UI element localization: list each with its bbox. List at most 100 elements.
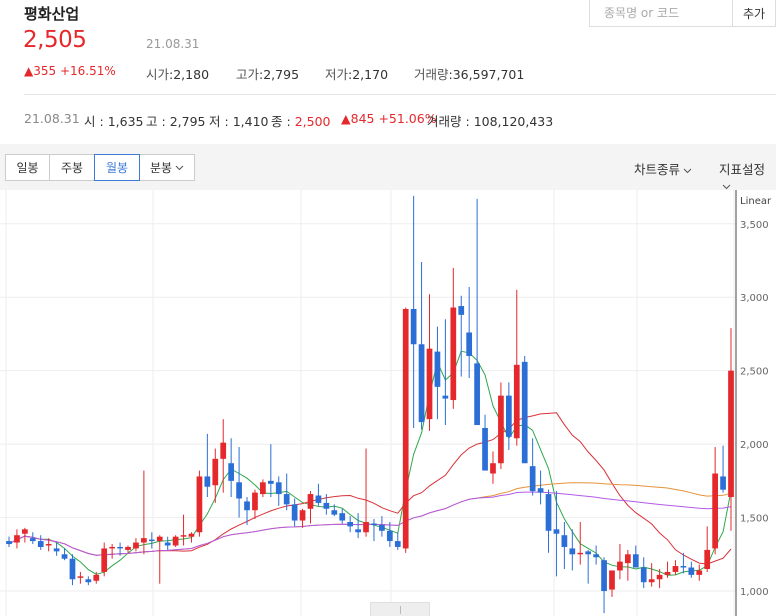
tab-daily[interactable]: 일봉 xyxy=(5,154,50,181)
chart-type-label: 차트종류 xyxy=(634,162,681,177)
candle-body xyxy=(442,395,449,399)
candle-body xyxy=(712,473,718,549)
monthly-close-label: 종 xyxy=(271,114,283,129)
candle-body xyxy=(386,530,393,542)
tab-minute[interactable]: 분봉 xyxy=(139,154,195,181)
candle-body xyxy=(22,529,28,534)
candle-body xyxy=(117,546,123,549)
candle-body xyxy=(609,570,615,590)
candle-body xyxy=(529,466,536,492)
candle-body xyxy=(466,332,473,356)
candle-body xyxy=(640,567,647,583)
candle-body xyxy=(347,521,354,527)
chart-grid xyxy=(0,190,736,616)
candle-body xyxy=(696,570,703,575)
candle-body xyxy=(315,495,322,503)
monthly-high-value: 2,795 xyxy=(169,114,206,129)
candle-body xyxy=(172,536,179,546)
candle-body xyxy=(260,482,266,495)
monthly-open-label: 시 xyxy=(84,114,96,129)
stat-volume: 거래량:36,597,701 xyxy=(414,67,525,82)
candle-body xyxy=(561,535,568,547)
monthly-open: 시 : 1,635 xyxy=(84,114,144,129)
candlestick-chart[interactable]: 3,500 3,000 2,500 2,000 1,500 1,000 Linear xyxy=(0,190,776,616)
chart-scroll-handle[interactable] xyxy=(370,602,430,616)
candle-body xyxy=(188,533,195,537)
monthly-low: 저 : 1,410 xyxy=(209,114,269,129)
candle-body xyxy=(601,560,607,592)
candle-body xyxy=(553,529,560,534)
candle-body xyxy=(498,395,504,464)
candle-body xyxy=(6,541,12,545)
price-change: ▲355 +16.51% xyxy=(24,64,116,78)
stat-open-value: 2,180 xyxy=(173,67,210,82)
candle-body xyxy=(680,566,687,568)
candle-body xyxy=(196,476,203,533)
candle-body xyxy=(490,463,496,474)
monthly-low-label: 저 xyxy=(209,114,221,129)
candle-body xyxy=(672,566,679,572)
candle-body xyxy=(632,554,639,568)
header-divider xyxy=(24,94,776,95)
monthly-high: 고 : 2,795 xyxy=(146,114,206,129)
candle-body xyxy=(220,442,227,459)
search-input[interactable] xyxy=(589,0,733,27)
candle-body xyxy=(244,501,250,511)
candle-body xyxy=(299,510,306,521)
y-tick-label: 1,500 xyxy=(740,514,769,525)
add-button[interactable]: 추가 xyxy=(733,0,776,27)
indicator-settings-dropdown[interactable]: 지표설정 xyxy=(719,159,776,193)
candle-body xyxy=(125,546,131,550)
candle-body xyxy=(394,541,401,547)
candle-body xyxy=(569,548,576,555)
candle-body xyxy=(505,395,512,437)
tab-monthly[interactable]: 월봉 xyxy=(94,154,140,181)
candle-body xyxy=(625,554,631,564)
chart-type-dropdown[interactable]: 차트종류 xyxy=(634,159,692,178)
moving-average-line xyxy=(8,350,732,576)
y-tick-label: 1,000 xyxy=(740,587,769,598)
monthly-change: ▲845 +51.06% xyxy=(341,111,437,126)
candle-body xyxy=(148,539,155,542)
tab-weekly[interactable]: 주봉 xyxy=(49,154,95,181)
candle-body xyxy=(418,344,425,423)
candle-body xyxy=(101,548,108,572)
candles xyxy=(6,195,734,614)
stat-high-value: 2,795 xyxy=(263,67,300,82)
candle-body xyxy=(331,510,338,515)
candle-body xyxy=(45,544,52,546)
candle-body xyxy=(704,549,711,569)
candle-body xyxy=(307,494,314,509)
candle-body xyxy=(283,494,290,505)
moving-average-line xyxy=(8,491,732,556)
candle-body xyxy=(585,551,592,555)
stat-low-value: 2,170 xyxy=(352,67,389,82)
moving-average-lines xyxy=(8,350,732,576)
candle-body xyxy=(450,307,457,401)
monthly-high-label: 고 xyxy=(146,114,158,129)
monthly-open-value: 1,635 xyxy=(107,114,144,129)
candle-body xyxy=(688,567,695,575)
stat-volume-value: 36,597,701 xyxy=(452,67,525,82)
stat-low-label: 저가 xyxy=(325,67,349,82)
y-tick-label: 2,000 xyxy=(740,440,769,451)
candle-body xyxy=(93,574,100,581)
stat-open-label: 시가 xyxy=(146,67,170,82)
candle-body xyxy=(410,308,417,345)
indicator-settings-label: 지표설정 xyxy=(719,162,766,177)
candle-body xyxy=(545,494,552,531)
moving-average-line xyxy=(8,482,732,556)
y-tick-label: 3,000 xyxy=(740,293,769,304)
candle-body xyxy=(164,542,171,546)
candle-body xyxy=(537,488,544,493)
candle-body xyxy=(61,554,68,559)
candle-body xyxy=(204,476,211,487)
y-tick-label: 2,500 xyxy=(740,367,769,378)
quote-date: 21.08.31 xyxy=(146,37,200,51)
candle-body xyxy=(521,361,528,464)
moving-average-line xyxy=(8,412,732,565)
monthly-low-value: 1,410 xyxy=(232,114,269,129)
stat-volume-label: 거래량 xyxy=(414,67,449,82)
stock-name: 평화산업 xyxy=(24,5,80,23)
candle-body xyxy=(426,348,433,420)
